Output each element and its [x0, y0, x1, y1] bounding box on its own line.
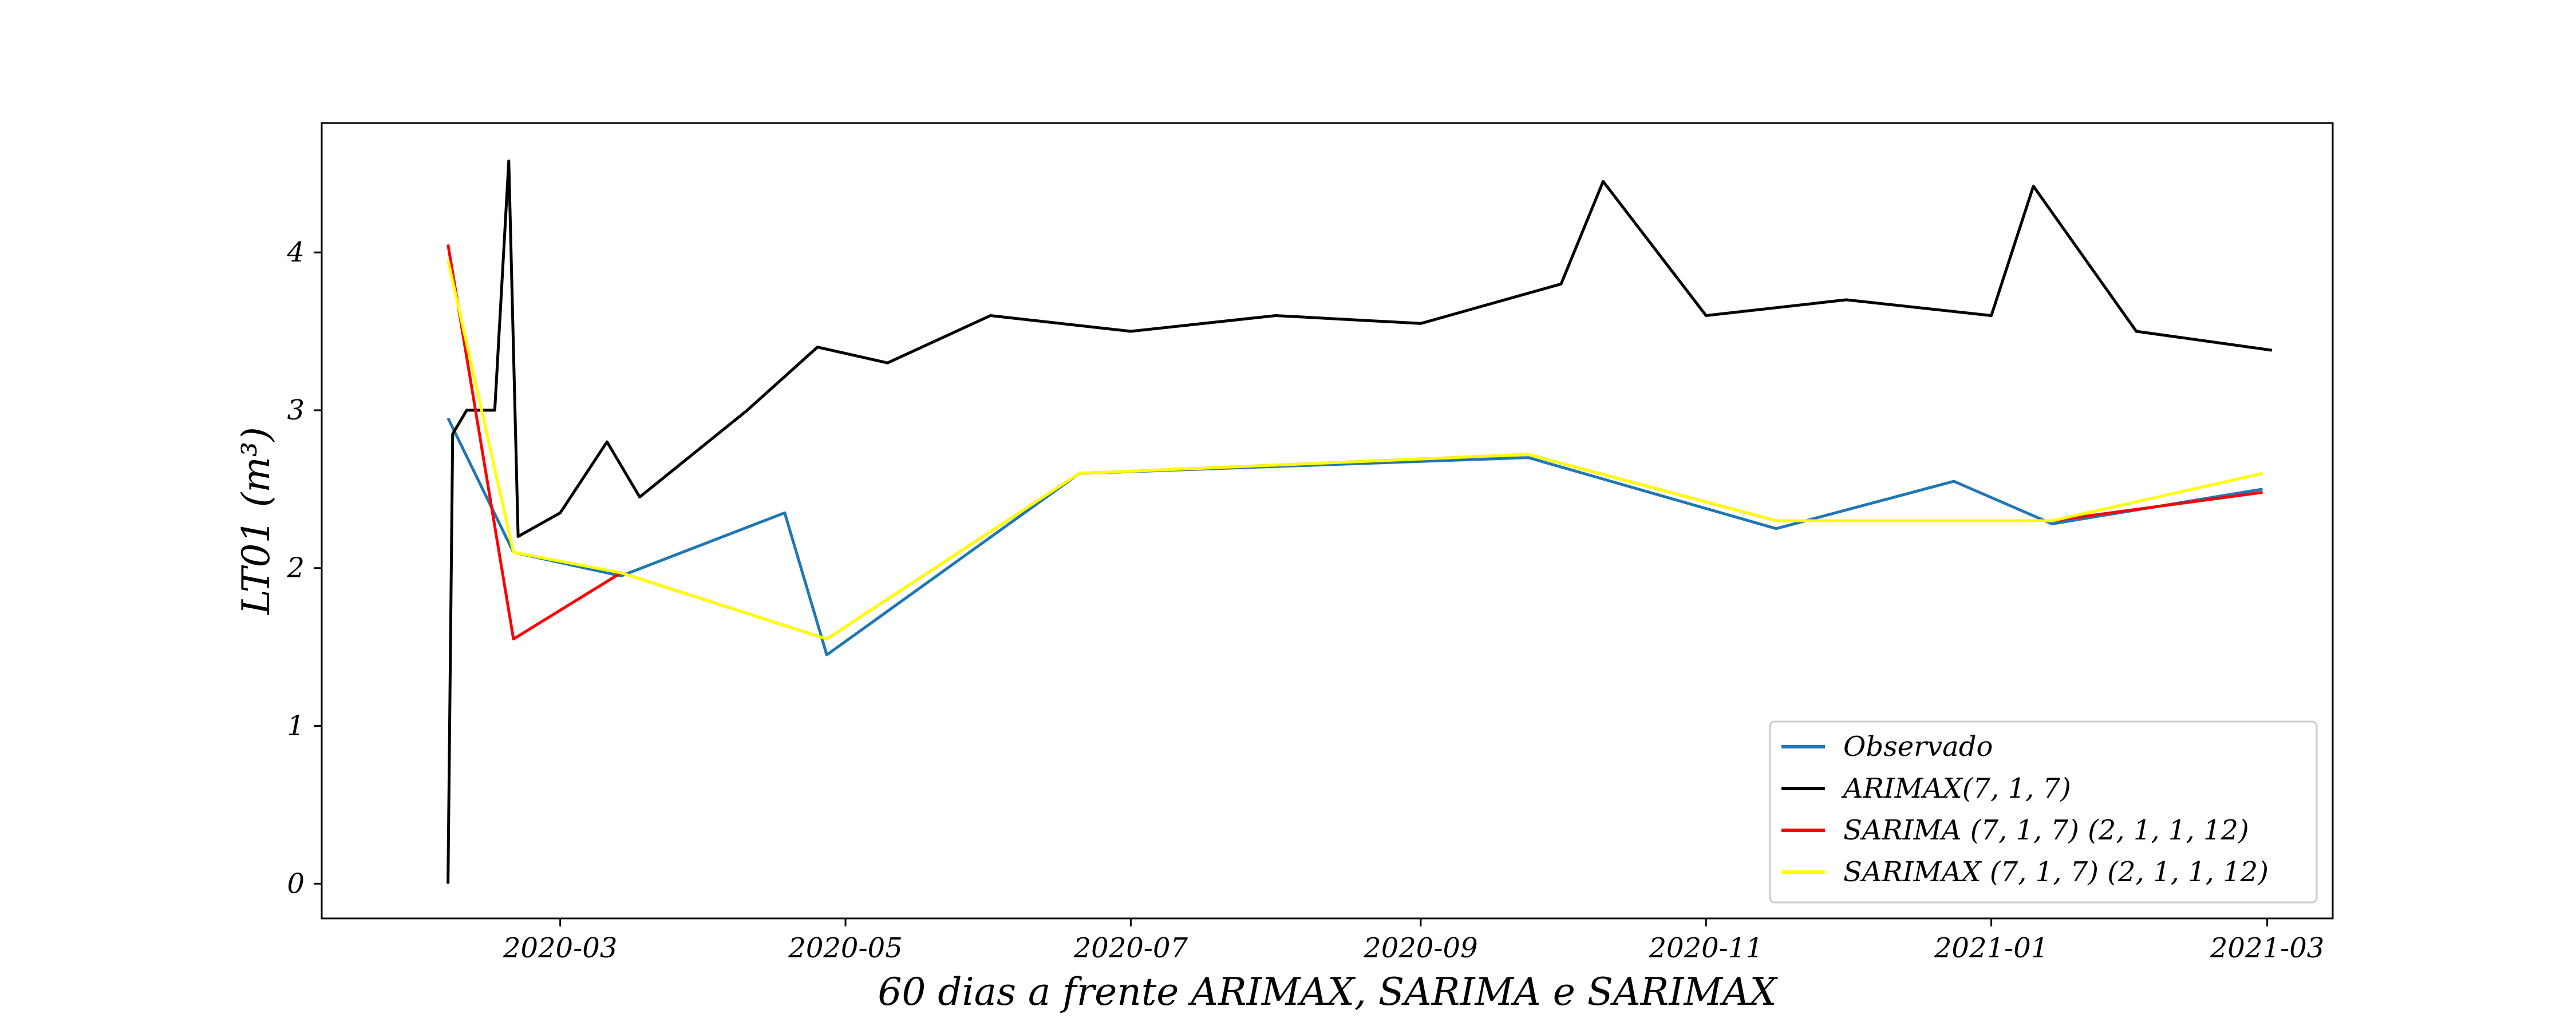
- series-line-0: [447, 417, 2263, 656]
- x-tick-label: 2021-03: [2210, 932, 2324, 964]
- series-line-1: [447, 159, 2273, 884]
- x-axis-title: 60 dias a frente ARIMAX, SARIMA e SARIMA…: [878, 970, 1778, 1014]
- legend-label: SARIMAX (7, 1, 7) (2, 1, 1, 12): [1843, 856, 2269, 888]
- plot-area-frame: [321, 122, 2334, 920]
- series-line-2: [447, 244, 2263, 641]
- y-axis-title: LT01 (m³): [234, 427, 278, 615]
- x-tick-label: 2020-05: [788, 932, 902, 964]
- x-axis: 2020-03 2020-05 2020-07 2020-09 2020-11 2021-…: [503, 918, 2324, 964]
- y-tick-label: 0: [287, 867, 305, 900]
- series-layer: [447, 159, 2273, 884]
- y-tick-label: 2: [286, 552, 305, 584]
- x-tick-label: 2020-11: [1649, 932, 1763, 964]
- legend-label: SARIMA (7, 1, 7) (2, 1, 1, 12): [1843, 814, 2249, 846]
- y-tick-label: 4: [286, 236, 305, 268]
- x-tick-label: 2020-09: [1363, 932, 1477, 964]
- x-tick-label: 2020-03: [503, 932, 617, 964]
- legend-label: Observado: [1843, 731, 1993, 763]
- legend-box: [1769, 720, 2318, 904]
- x-tick-label: 2021-01: [1934, 932, 2048, 964]
- legend: Observado ARIMAX(7, 1, 7) SARIMA (7, 1, 7)…: [1769, 720, 2318, 904]
- y-tick-label: 1: [287, 710, 305, 742]
- y-tick-label: 3: [287, 394, 305, 426]
- x-tick-label: 2020-07: [1073, 932, 1188, 964]
- series-line-3: [447, 260, 2263, 641]
- y-axis: 0 1 2 3 4: [286, 236, 322, 900]
- legend-label: ARIMAX(7, 1, 7): [1841, 772, 2071, 805]
